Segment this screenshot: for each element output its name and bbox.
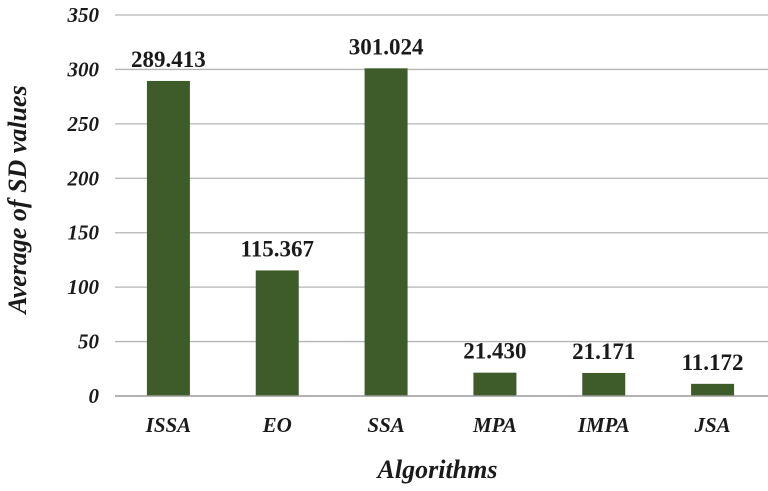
bar-mpa <box>473 372 517 396</box>
x-tick-label-impa: IMPA <box>577 413 630 437</box>
x-tick-label-eo: EO <box>262 413 292 437</box>
y-tick-label: 200 <box>67 166 100 190</box>
data-label-mpa: 21.430 <box>463 339 526 364</box>
y-tick-label: 350 <box>67 3 100 27</box>
x-axis-title: Algorithms <box>376 455 498 484</box>
data-label-ssa: 301.024 <box>349 34 424 59</box>
y-tick-label: 100 <box>68 275 100 299</box>
bar-ssa <box>364 68 408 396</box>
x-tick-label-jsa: JSA <box>693 413 730 437</box>
bar-eo <box>255 270 299 396</box>
data-label-eo: 115.367 <box>241 236 314 261</box>
x-axis-ticks: ISSA EO SSA MPA IMPA JSA <box>145 413 731 437</box>
x-tick-label-mpa: MPA <box>472 413 517 437</box>
y-axis-ticks: 0 50 100 150 200 250 300 350 <box>67 3 100 408</box>
y-tick-label: 250 <box>67 112 100 136</box>
bars <box>146 68 735 396</box>
y-tick-label: 0 <box>89 384 100 408</box>
y-axis-title: Average of SD values <box>3 85 32 315</box>
x-tick-label-issa: ISSA <box>145 413 192 437</box>
bar-impa <box>582 372 626 396</box>
y-tick-label: 50 <box>78 330 100 354</box>
data-label-jsa: 11.172 <box>682 350 744 375</box>
bar-jsa <box>691 383 735 396</box>
y-tick-label: 150 <box>68 221 100 245</box>
data-label-issa: 289.413 <box>131 47 206 72</box>
bar-issa <box>146 80 190 396</box>
data-label-impa: 21.171 <box>572 339 635 364</box>
x-tick-label-ssa: SSA <box>367 413 404 437</box>
gridlines <box>115 14 768 343</box>
y-tick-label: 300 <box>67 57 100 81</box>
data-labels: 289.413 115.367 301.024 21.430 21.171 11.172 <box>131 34 744 375</box>
